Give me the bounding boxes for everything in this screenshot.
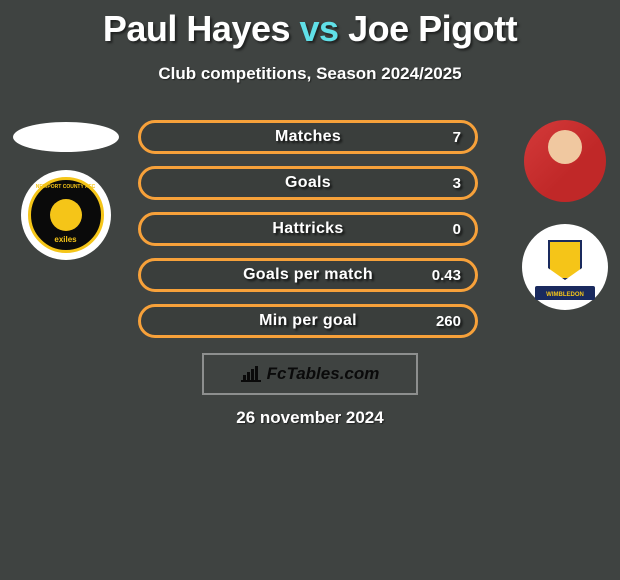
team2-crest-text: WIMBLEDON [546, 292, 584, 298]
left-column: NEWPORT COUNTY AFC exiles [8, 120, 123, 260]
player1-avatar [13, 122, 119, 152]
stat-label: Hattricks [272, 220, 343, 238]
page-title: Paul Hayes vs Joe Pigott [0, 0, 620, 50]
team1-crest: NEWPORT COUNTY AFC exiles [21, 170, 111, 260]
branding-text: FcTables.com [267, 364, 380, 384]
chart-icon [241, 366, 261, 382]
vs-text: vs [300, 8, 339, 49]
stat-bar-mpg: Min per goal 260 [138, 304, 478, 338]
stat-right-value: 3 [453, 175, 461, 192]
stat-right-value: 260 [436, 313, 461, 330]
player2-avatar [524, 120, 606, 202]
stat-label: Goals [285, 174, 331, 192]
subtitle: Club competitions, Season 2024/2025 [0, 64, 620, 84]
player1-name: Paul Hayes [103, 8, 290, 49]
stats-bars: Matches 7 Goals 3 Hattricks 0 Goals per … [138, 120, 478, 338]
team2-crest: WIMBLEDON [522, 224, 608, 310]
stat-bar-hattricks: Hattricks 0 [138, 212, 478, 246]
stat-right-value: 0 [453, 221, 461, 238]
date-text: 26 november 2024 [0, 408, 620, 428]
team1-crest-bottom-text: exiles [31, 235, 101, 244]
player2-name: Joe Pigott [348, 8, 517, 49]
stat-label: Matches [275, 128, 341, 146]
stat-right-value: 7 [453, 129, 461, 146]
stat-bar-matches: Matches 7 [138, 120, 478, 154]
branding-box[interactable]: FcTables.com [202, 353, 418, 395]
stat-label: Min per goal [259, 312, 357, 330]
stat-right-value: 0.43 [432, 267, 461, 284]
stat-bar-goals: Goals 3 [138, 166, 478, 200]
team1-crest-top-text: NEWPORT COUNTY AFC [31, 184, 101, 190]
stat-label: Goals per match [243, 266, 373, 284]
stat-bar-gpm: Goals per match 0.43 [138, 258, 478, 292]
right-column: WIMBLEDON [500, 120, 620, 310]
